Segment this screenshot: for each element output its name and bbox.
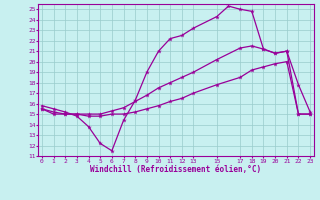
X-axis label: Windchill (Refroidissement éolien,°C): Windchill (Refroidissement éolien,°C) xyxy=(91,165,261,174)
